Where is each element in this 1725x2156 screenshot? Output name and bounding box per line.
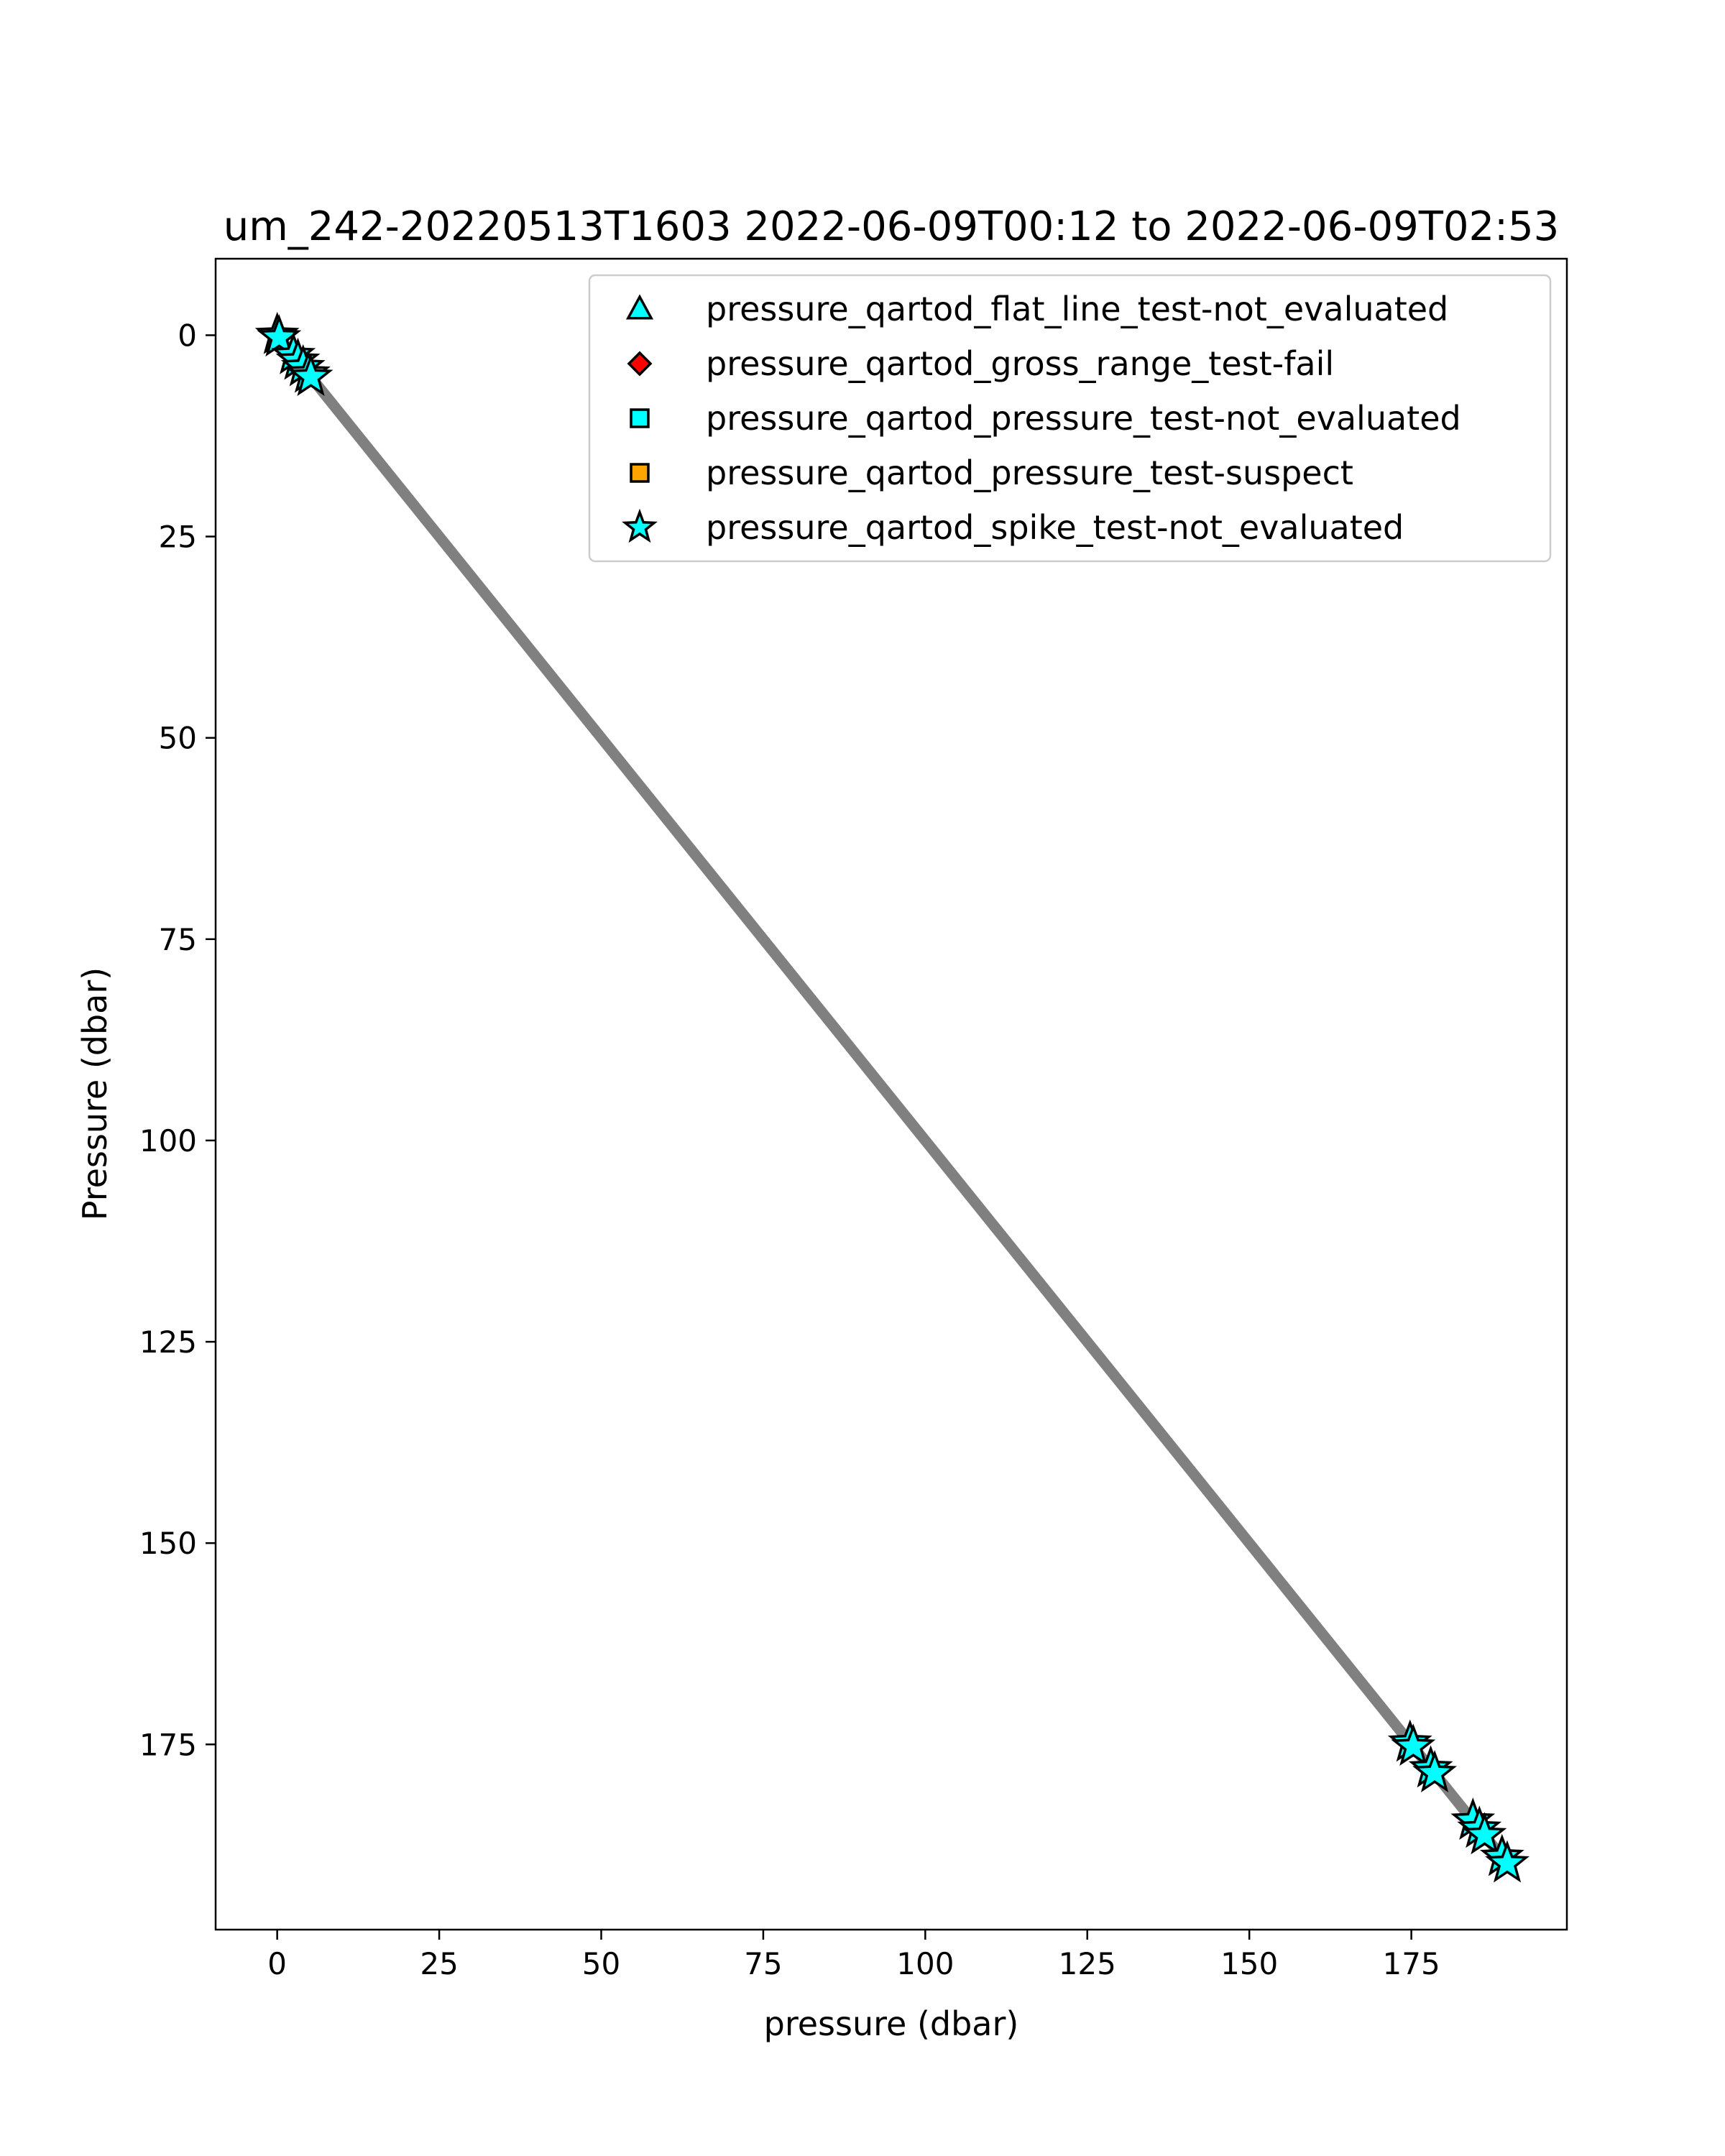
y-tick-label: 100 xyxy=(139,1123,197,1158)
legend-marker-triangle xyxy=(625,294,654,320)
legend-marker-square xyxy=(630,408,650,428)
y-tick-label: 50 xyxy=(159,721,197,756)
spike-test-point xyxy=(288,354,334,397)
y-axis-label: Pressure (dbar) xyxy=(75,967,114,1220)
spike-test-point xyxy=(1391,1723,1436,1766)
legend: pressure_qartod_flat_line_test-not_evalu… xyxy=(588,274,1552,563)
y-tick-label: 125 xyxy=(139,1325,197,1360)
x-tick-label: 150 xyxy=(1220,1946,1278,1981)
y-tick-label: 0 xyxy=(178,318,197,353)
chart-title: um_242-20220513T1603 2022-06-09T00:12 to… xyxy=(224,203,1560,250)
x-axis: 0 25 50 75 100 125 150 175 xyxy=(267,1930,1440,1981)
x-tick-label: 50 xyxy=(582,1946,620,1981)
x-tick-label: 25 xyxy=(420,1946,458,1981)
spike-test-point xyxy=(1485,1840,1530,1883)
y-tick-label: 75 xyxy=(159,922,197,957)
legend-marker-square xyxy=(630,463,650,483)
legend-label: pressure_qartod_spike_test-not_evaluated xyxy=(706,508,1404,547)
base-series xyxy=(272,329,1514,1871)
legend-box xyxy=(588,274,1552,563)
plot-frame xyxy=(214,257,1568,1931)
y-tick-label: 150 xyxy=(139,1526,197,1561)
base-series-line xyxy=(272,329,1514,1871)
x-tick-label: 100 xyxy=(896,1946,954,1981)
flagged-points xyxy=(254,311,1530,1883)
legend-label: pressure_qartod_flat_line_test-not_evalu… xyxy=(706,290,1448,328)
spike-test-point xyxy=(1412,1750,1457,1792)
x-tick-label: 175 xyxy=(1383,1946,1440,1981)
legend-label: pressure_qartod_gross_range_test-fail xyxy=(706,344,1334,383)
legend-label: pressure_qartod_pressure_test-suspect xyxy=(706,453,1353,492)
legend-marker-star xyxy=(622,508,658,543)
x-tick-label: 75 xyxy=(744,1946,782,1981)
legend-label: pressure_qartod_pressure_test-not_evalua… xyxy=(706,399,1461,438)
x-axis-label: pressure (dbar) xyxy=(764,2004,1019,2043)
x-tick-label: 125 xyxy=(1059,1946,1116,1981)
spike-test-point xyxy=(257,314,302,357)
y-tick-label: 25 xyxy=(159,520,197,555)
legend-marker-diamond xyxy=(627,351,653,377)
y-tick-label: 175 xyxy=(139,1727,197,1762)
y-axis: 0 25 50 75 100 125 150 175 xyxy=(139,318,216,1762)
x-tick-label: 0 xyxy=(267,1946,287,1981)
spike-test-point xyxy=(1462,1812,1507,1855)
